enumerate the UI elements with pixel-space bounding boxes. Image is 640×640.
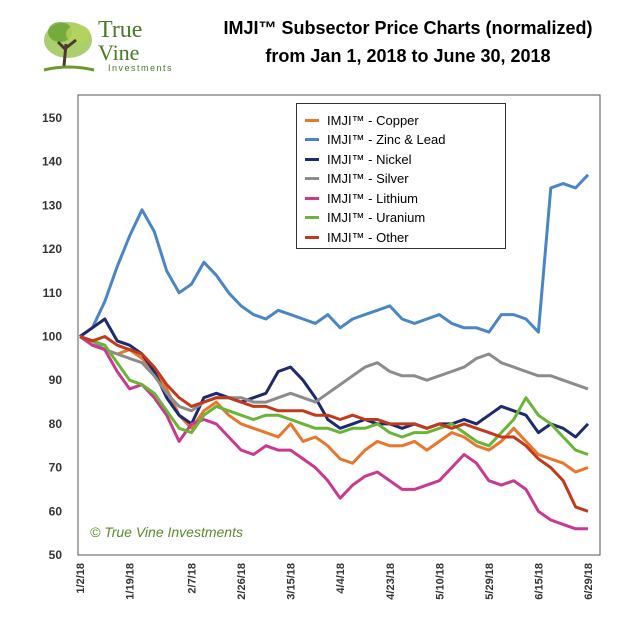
x-tick-label: 6/29/18 xyxy=(583,563,595,600)
tree-logo-icon xyxy=(43,22,95,72)
x-tick-label: 5/10/18 xyxy=(434,563,446,600)
series-line-5 xyxy=(79,335,589,456)
legend-label: IMJI™ - Other xyxy=(327,229,409,245)
y-tick-label: 110 xyxy=(43,286,63,300)
legend-swatch xyxy=(305,118,319,122)
x-axis-ticks: 1/2/18 1/19/18 2/7/18 2/26/18 3/15/18 4/4/18 4… xyxy=(75,563,595,600)
y-tick-label: 140 xyxy=(42,155,62,169)
x-tick-label: 6/15/18 xyxy=(533,563,545,600)
legend-label: IMJI™ - Lithium xyxy=(327,190,419,206)
legend-swatch xyxy=(305,177,319,180)
legend-item: IMJI™ - Lithium xyxy=(305,188,418,208)
logo-text-true: True xyxy=(98,17,143,43)
x-tick-label: 3/15/18 xyxy=(286,563,298,600)
legend-swatch xyxy=(305,138,319,141)
legend-swatch xyxy=(305,216,319,219)
y-tick-label: 60 xyxy=(49,504,63,518)
x-tick-label: 2/26/18 xyxy=(236,563,248,600)
x-tick-label: 4/23/18 xyxy=(385,563,397,600)
chart-legend: IMJI™ - Copper IMJI™ - Zinc & Lead IMJI™ -… xyxy=(296,103,506,249)
series-line-0 xyxy=(79,335,589,474)
y-tick-label: 50 xyxy=(49,548,63,562)
y-tick-label: 130 xyxy=(42,198,62,212)
series-line-1 xyxy=(79,173,590,338)
legend-swatch xyxy=(305,157,319,161)
legend-label: IMJI™ - Nickel xyxy=(327,151,412,167)
legend-label: IMJI™ - Copper xyxy=(327,112,419,128)
legend-swatch xyxy=(305,235,319,239)
logo-text-vine: Vine xyxy=(98,40,140,65)
x-tick-label: 1/2/18 xyxy=(75,563,87,594)
series-line-3 xyxy=(79,335,589,413)
y-axis-ticks: 50 60 70 80 90 100 110 120 130 140 150 xyxy=(42,111,62,562)
x-tick-label: 4/4/18 xyxy=(335,563,347,594)
legend-item: IMJI™ - Copper xyxy=(305,110,419,130)
chart-subtitle: from Jan 1, 2018 to June 30, 2018 xyxy=(265,46,551,66)
series-line-4 xyxy=(79,335,588,531)
legend-label: IMJI™ - Zinc & Lead xyxy=(327,132,446,147)
legend-item: IMJI™ - Other xyxy=(305,227,409,247)
series-line-6 xyxy=(79,335,589,513)
series-line-2 xyxy=(79,317,590,439)
copyright-text: © True Vine Investments xyxy=(90,524,243,540)
logo-text-investments: Investments xyxy=(108,63,174,73)
x-tick-label: 5/29/18 xyxy=(484,563,496,600)
y-tick-label: 150 xyxy=(42,111,62,125)
y-tick-label: 100 xyxy=(42,330,62,344)
y-tick-label: 70 xyxy=(49,461,63,475)
chart-series xyxy=(79,173,590,531)
x-tick-label: 1/19/18 xyxy=(125,563,137,600)
legend-label: IMJI™ - Uranium xyxy=(327,210,426,225)
y-tick-label: 90 xyxy=(49,373,63,387)
chart-axes xyxy=(77,94,601,556)
y-tick-label: 80 xyxy=(49,417,63,431)
plot-area-border xyxy=(77,94,601,556)
legend-item: IMJI™ - Nickel xyxy=(305,149,412,169)
legend-label: IMJI™ - Silver xyxy=(327,171,409,186)
legend-item: IMJI™ - Silver xyxy=(305,169,409,189)
legend-item: IMJI™ - Uranium xyxy=(305,208,425,228)
legend-swatch xyxy=(305,196,319,200)
chart-title: IMJI™ Subsector Price Charts (normalized… xyxy=(223,18,593,38)
x-tick-label: 2/7/18 xyxy=(187,563,199,594)
y-tick-label: 120 xyxy=(42,242,62,256)
legend-item: IMJI™ - Zinc & Lead xyxy=(305,130,445,150)
